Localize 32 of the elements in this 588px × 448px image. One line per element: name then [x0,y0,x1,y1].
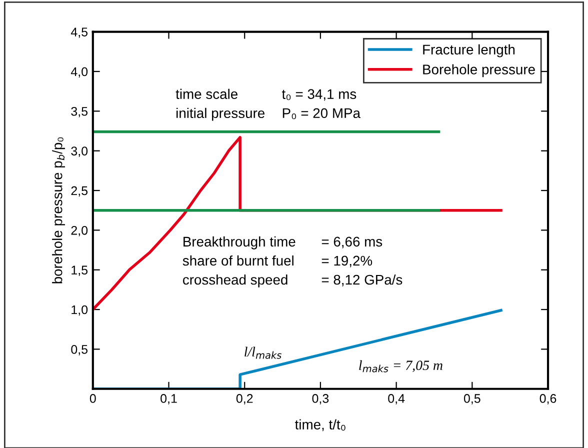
x-tick-label: 0,6 [540,394,556,404]
legend-label: Fracture length [423,44,515,58]
annotation: Breakthrough time [184,236,296,250]
y-tick-label: 2,5 [71,186,88,197]
annotation: l$_{maks}$ = 7,05 m [359,360,442,372]
x-axis-title: time, t/t₀ [295,419,346,432]
x-tick-label: 0,1 [160,394,177,404]
y-tick-label: 0,5 [71,344,88,356]
x-tick-label: 0,5 [464,394,480,404]
annotation: P₀ = 20 MPa [282,108,360,120]
annotation: initial pressure [176,108,265,121]
y-tick-label: 1,5 [72,266,88,276]
y-tick-label: 3,0 [71,146,88,157]
annotation: = 6,66 ms [322,236,382,248]
y-tick-label: 3,5 [71,106,88,118]
y-tick-label: 4,0 [70,67,88,78]
annotation: crosshead speed [183,274,288,288]
y-tick-label: 1,0 [72,305,88,316]
annotation: t₀ = 34,1 ms [282,89,356,101]
y-tick-label: 4,5 [70,28,88,38]
annotation: share of burnt fuel [182,255,294,266]
x-tick-label: 0,2 [236,394,253,404]
x-tick-label: 0,4 [388,394,405,404]
y-tick-label: 2,0 [71,226,88,236]
y-axis-title: borehole pressure p$_{b}$/p₀ [52,137,66,284]
legend-label: Borehole pressure [423,64,535,78]
annotation: = 8,12 GPa/s [322,274,402,286]
x-tick-label: 0,3 [312,394,329,404]
x-tick-label: 0 [90,394,96,403]
annotation: l/l$_{maks}$ [244,346,282,359]
annotation: time scale [176,88,238,100]
annotation: = 19,2% [322,256,372,268]
